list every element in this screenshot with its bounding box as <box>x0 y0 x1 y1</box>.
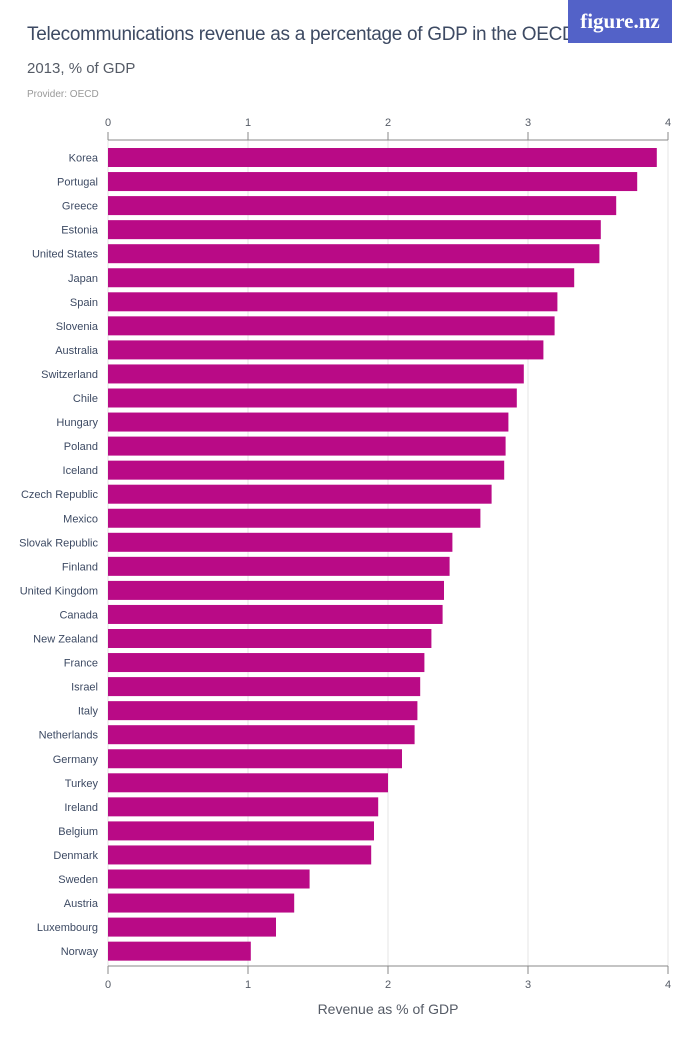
bar-netherlands <box>108 725 415 745</box>
bar-poland <box>108 436 506 456</box>
bar-mexico <box>108 508 481 528</box>
category-label: Denmark <box>53 850 98 862</box>
bar-united-kingdom <box>108 580 444 600</box>
category-label: Poland <box>64 441 98 453</box>
bar-slovak-republic <box>108 532 453 552</box>
bar-italy <box>108 701 418 721</box>
bottom-tick-label: 1 <box>245 979 251 991</box>
bar-australia <box>108 340 544 360</box>
bar-switzerland <box>108 364 524 384</box>
bar-united-states <box>108 244 600 264</box>
category-label: Belgium <box>58 826 98 838</box>
bar-estonia <box>108 220 601 240</box>
category-label: Norway <box>61 946 99 958</box>
bar-ireland <box>108 797 379 817</box>
category-label: Slovak Republic <box>19 537 98 549</box>
category-label: Ireland <box>64 802 98 814</box>
category-label: Japan <box>68 273 98 285</box>
category-label: Slovenia <box>56 321 99 333</box>
bar-finland <box>108 556 450 576</box>
category-label: France <box>64 658 98 670</box>
category-label: Estonia <box>61 225 99 237</box>
top-tick-label: 3 <box>525 117 531 129</box>
category-label: Greece <box>62 201 98 213</box>
bar-portugal <box>108 172 638 192</box>
bar-spain <box>108 292 558 312</box>
bar-israel <box>108 677 421 697</box>
bar-germany <box>108 749 402 769</box>
category-label: Chile <box>73 393 98 405</box>
bar-greece <box>108 196 617 216</box>
category-label: Korea <box>69 153 99 165</box>
bottom-tick-label: 3 <box>525 979 531 991</box>
bar-belgium <box>108 821 374 841</box>
bottom-tick-label: 0 <box>105 979 111 991</box>
bottom-tick-label: 4 <box>665 979 671 991</box>
figure-nz-logo[interactable]: figure.nz <box>568 0 672 43</box>
category-label: Hungary <box>56 417 98 429</box>
category-label: Austria <box>64 898 99 910</box>
category-label: Israel <box>71 682 98 694</box>
bar-czech-republic <box>108 484 492 504</box>
bar-austria <box>108 893 295 913</box>
category-label: Turkey <box>65 778 99 790</box>
bar-denmark <box>108 845 372 865</box>
bar-luxembourg <box>108 917 276 937</box>
top-tick-label: 4 <box>665 117 671 129</box>
top-tick-label: 2 <box>385 117 391 129</box>
category-label: Czech Republic <box>21 489 99 501</box>
chart-subtitle: 2013, % of GDP <box>27 60 136 77</box>
category-label: Australia <box>55 345 99 357</box>
bar-france <box>108 653 425 673</box>
bottom-tick-label: 2 <box>385 979 391 991</box>
bar-iceland <box>108 460 505 480</box>
category-label: Sweden <box>58 874 98 886</box>
category-label: Switzerland <box>41 369 98 381</box>
bar-japan <box>108 268 575 288</box>
bar-canada <box>108 604 443 624</box>
category-label: United States <box>32 249 99 261</box>
category-label: Luxembourg <box>37 922 98 934</box>
top-tick-label: 0 <box>105 117 111 129</box>
bar-turkey <box>108 773 388 793</box>
category-label: Canada <box>59 609 98 621</box>
category-label: Finland <box>62 561 98 573</box>
bar-chile <box>108 388 517 408</box>
category-label: New Zealand <box>33 634 98 646</box>
category-label: Italy <box>78 706 99 718</box>
bar-sweden <box>108 869 310 889</box>
bar-slovenia <box>108 316 555 336</box>
category-label: Portugal <box>57 177 98 189</box>
category-label: Iceland <box>63 465 98 477</box>
category-label: Netherlands <box>39 730 99 742</box>
x-axis-label: Revenue as % of GDP <box>318 1001 459 1017</box>
bar-korea <box>108 148 657 167</box>
category-label: Germany <box>53 754 99 766</box>
chart-title: Telecommunications revenue as a percenta… <box>27 24 576 45</box>
top-tick-label: 1 <box>245 117 251 129</box>
bar-norway <box>108 941 251 961</box>
category-label: Spain <box>70 297 98 309</box>
bar-hungary <box>108 412 509 432</box>
category-label: Mexico <box>63 513 98 525</box>
provider-text: Provider: OECD <box>27 89 99 100</box>
category-label: United Kingdom <box>20 585 98 597</box>
bar-new-zealand <box>108 629 432 648</box>
